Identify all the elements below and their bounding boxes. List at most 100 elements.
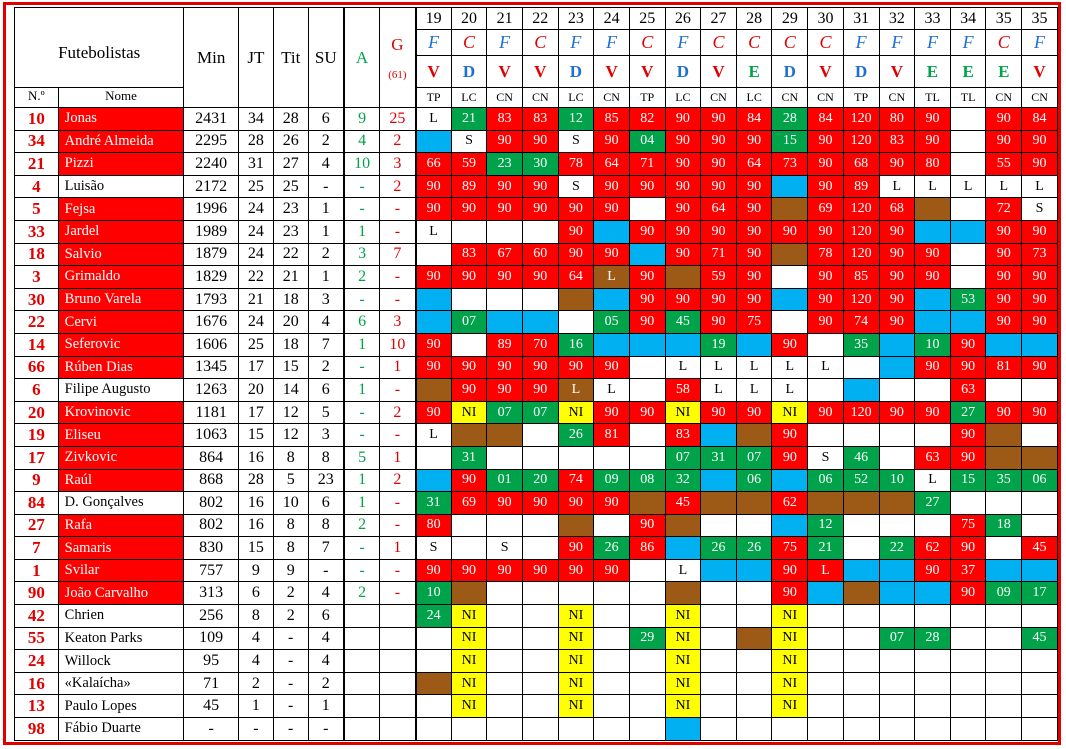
- match-cell: [450, 581, 488, 606]
- match-cell: [664, 581, 702, 606]
- match-cell: 29: [628, 626, 666, 651]
- player-min: 1879: [183, 242, 240, 267]
- match-cell: [735, 491, 773, 515]
- match-cell: 90: [486, 491, 523, 515]
- player-a: [342, 694, 381, 719]
- player-a: 1: [342, 491, 381, 515]
- match-cell: 23: [486, 152, 523, 176]
- match-cell: 90: [486, 265, 523, 289]
- match-cell: [521, 513, 559, 538]
- match-cell: [628, 694, 666, 719]
- player-g: 2: [379, 400, 416, 425]
- match-venue: CN: [985, 87, 1023, 108]
- match-cell: [807, 649, 844, 673]
- match-cell: L: [807, 355, 844, 380]
- match-cell: 74: [842, 310, 880, 334]
- match-cell: 120: [842, 219, 880, 244]
- match-cell: [1021, 671, 1058, 696]
- match-competition: C: [735, 29, 773, 56]
- match-number: 29: [771, 7, 809, 30]
- match-cell: L: [1021, 174, 1058, 199]
- match-venue: CN: [807, 87, 844, 108]
- match-cell: 90: [807, 265, 844, 289]
- match-cell: [1021, 445, 1058, 470]
- player-a: [342, 626, 381, 651]
- match-cell: 81: [985, 355, 1023, 380]
- match-cell: [985, 423, 1023, 447]
- match-cell: 62: [771, 491, 809, 515]
- match-cell: 90: [985, 265, 1023, 289]
- match-cell: 90: [664, 174, 702, 199]
- match-cell: 05: [593, 310, 630, 334]
- match-cell: L: [914, 468, 951, 493]
- match-cell: 07: [486, 400, 523, 425]
- match-cell: 90: [593, 129, 630, 154]
- match-result: E: [735, 55, 773, 88]
- match-cell: 90: [985, 310, 1023, 334]
- player-name: D. Gonçalves: [57, 491, 185, 515]
- match-cell: [1021, 604, 1058, 628]
- player-number: 16: [14, 671, 59, 696]
- player-min: 802: [183, 513, 240, 538]
- match-cell: 18: [985, 513, 1023, 538]
- match-cell: 07: [664, 445, 702, 470]
- player-number: 13: [14, 694, 59, 719]
- match-venue: TP: [414, 87, 452, 108]
- player-jt: 28: [238, 468, 274, 493]
- player-jt: 34: [238, 107, 274, 131]
- player-su: 6: [307, 378, 345, 402]
- player-row: 24 Willock 95 4-4 NI NI NI NI: [14, 649, 1058, 673]
- match-cell: 90: [735, 242, 773, 267]
- match-cell: 120: [842, 242, 880, 267]
- match-cell: 10: [414, 581, 452, 606]
- player-a: 2: [342, 265, 381, 289]
- match-cell: L: [414, 219, 452, 244]
- match-cell: [521, 671, 559, 696]
- match-cell: [985, 717, 1023, 741]
- player-g: -: [379, 265, 416, 289]
- match-cell: 90: [557, 197, 595, 221]
- match-cell: [414, 694, 452, 719]
- match-cell: 90: [557, 558, 595, 583]
- player-number: 18: [14, 242, 59, 267]
- match-number: 26: [664, 7, 702, 30]
- player-number: 33: [14, 219, 59, 244]
- match-result: V: [486, 55, 523, 88]
- match-cell: [735, 558, 773, 583]
- match-cell: 85: [593, 107, 630, 131]
- player-min: 2431: [183, 107, 240, 131]
- match-result: V: [700, 55, 737, 88]
- match-cell: [557, 581, 595, 606]
- match-cell: 90: [700, 287, 737, 312]
- player-a: 2: [342, 513, 381, 538]
- player-row: 6 Filipe Augusto 1263 20 14 6 1-90 90 90 L L 58 L L L 6…: [14, 378, 1058, 402]
- match-competition: F: [664, 29, 702, 56]
- match-cell: [521, 626, 559, 651]
- player-su: 3: [307, 287, 345, 312]
- match-cell: [842, 717, 880, 741]
- match-cell: NI: [664, 604, 702, 628]
- match-venue: CN: [878, 87, 916, 108]
- player-number: 14: [14, 332, 59, 357]
- match-cell: [628, 604, 666, 628]
- player-g: 2: [379, 129, 416, 154]
- match-cell: 90: [807, 129, 844, 154]
- player-tit: 18: [272, 287, 309, 312]
- match-cell: 31: [414, 491, 452, 515]
- player-jt: 17: [238, 400, 274, 425]
- match-cell: NI: [557, 694, 595, 719]
- player-su: 8: [307, 445, 345, 470]
- match-number: 23: [557, 7, 595, 30]
- match-cell: 52: [842, 468, 880, 493]
- player-a: [342, 649, 381, 673]
- match-cell: [878, 423, 916, 447]
- match-cell: [949, 242, 987, 267]
- match-cell: NI: [557, 626, 595, 651]
- match-cell: [949, 649, 987, 673]
- match-cell: [807, 423, 844, 447]
- player-a: -: [342, 558, 381, 583]
- match-cell: [664, 513, 702, 538]
- match-cell: [807, 626, 844, 651]
- match-cell: [1021, 491, 1058, 515]
- match-cell: 75: [949, 513, 987, 538]
